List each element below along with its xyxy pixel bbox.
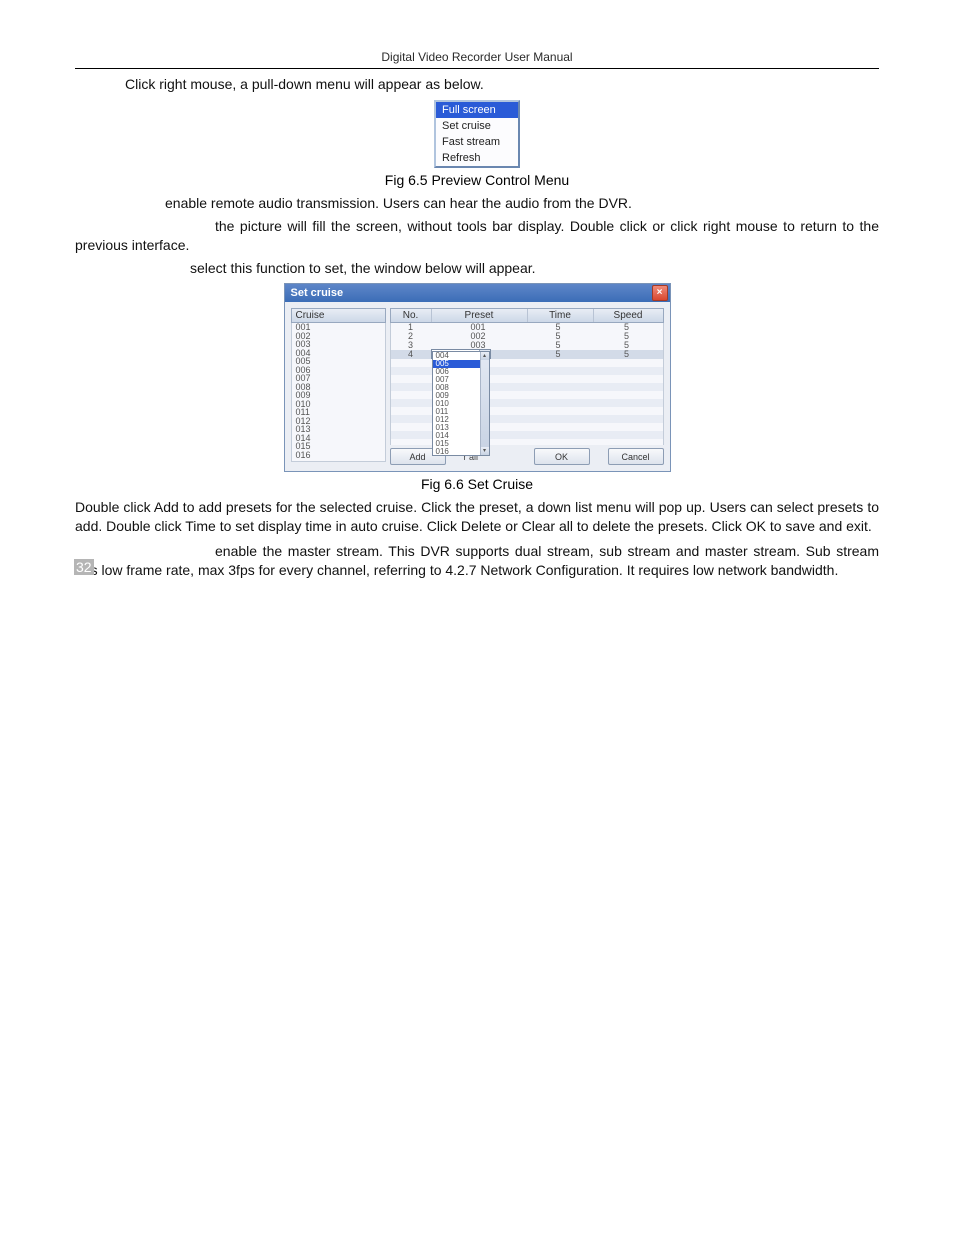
fig-6-6-wrap: Set cruise × Cruise 001 002 003 004 005 …	[75, 283, 879, 472]
header-rule	[75, 68, 879, 69]
menu-item-refresh[interactable]: Refresh	[436, 150, 518, 166]
para-audio: enable remote audio transmission. Users …	[75, 194, 879, 213]
col-header-preset: Preset	[432, 309, 528, 322]
menu-item-set-cruise[interactable]: Set cruise	[436, 118, 518, 134]
para-add-presets: Double click Add to add presets for the …	[75, 498, 879, 536]
dialog-title: Set cruise	[291, 287, 344, 299]
close-button[interactable]: ×	[652, 285, 668, 301]
page-number: 32	[74, 559, 94, 575]
col-header-time: Time	[528, 309, 594, 322]
table-row[interactable]: 1 001 5 5	[391, 323, 663, 332]
cancel-button[interactable]: Cancel	[608, 448, 664, 465]
page-header-title: Digital Video Recorder User Manual	[75, 50, 879, 64]
set-cruise-dialog: Set cruise × Cruise 001 002 003 004 005 …	[284, 283, 671, 472]
cell-time: 5	[526, 350, 591, 359]
fig-6-5-caption: Fig 6.5 Preview Control Menu	[75, 172, 879, 188]
para-stream-text: enable the master stream. This DVR suppo…	[75, 543, 879, 578]
dropdown-scrollbar[interactable]: ▴ ▾	[480, 352, 489, 455]
list-item[interactable]: 016	[292, 451, 385, 460]
page-container: Digital Video Recorder User Manual Click…	[0, 0, 954, 1235]
right-button-group: OK Cancel	[534, 448, 664, 465]
cell-no: 4	[391, 350, 431, 359]
close-icon: ×	[657, 288, 663, 298]
cruise-list[interactable]: 001 002 003 004 005 006 007 008 009 010 …	[291, 323, 386, 462]
para-master-stream: enable the master stream. This DVR suppo…	[75, 542, 879, 580]
cruise-column-header: Cruise	[291, 308, 386, 323]
para-select-function: select this function to set, the window …	[75, 259, 879, 278]
para-select-fn-text: select this function to set, the window …	[190, 260, 536, 276]
menu-item-fullscreen[interactable]: Full screen	[436, 102, 518, 118]
menu-item-fast-stream[interactable]: Fast stream	[436, 134, 518, 150]
scroll-down-icon[interactable]: ▾	[481, 447, 489, 455]
fig-6-6-caption: Fig 6.6 Set Cruise	[75, 476, 879, 492]
col-header-speed: Speed	[594, 309, 663, 322]
cell-speed: 5	[591, 350, 663, 359]
para-fullscreen: the picture will fill the screen, withou…	[75, 217, 879, 255]
table-row[interactable]: 2 002 5 5	[391, 332, 663, 341]
preset-dropdown-list[interactable]: 004 005 006 007 008 009 010 011 012 013 …	[432, 351, 490, 456]
dialog-titlebar: Set cruise ×	[285, 284, 670, 302]
ok-button[interactable]: OK	[534, 448, 590, 465]
para-fullscreen-text: the picture will fill the screen, withou…	[75, 218, 879, 253]
fig-6-5-wrap: Full screen Set cruise Fast stream Refre…	[75, 100, 879, 168]
intro-line: Click right mouse, a pull-down menu will…	[125, 75, 879, 94]
cruise-panel: Cruise 001 002 003 004 005 006 007 008 0…	[291, 308, 386, 465]
scroll-up-icon[interactable]: ▴	[481, 352, 489, 360]
dialog-body: Cruise 001 002 003 004 005 006 007 008 0…	[285, 302, 670, 471]
preset-grid-panel: No. Preset Time Speed 1 001 5 5 2	[390, 308, 664, 465]
col-header-no: No.	[391, 309, 432, 322]
context-menu[interactable]: Full screen Set cruise Fast stream Refre…	[434, 100, 520, 168]
grid-header: No. Preset Time Speed	[390, 308, 664, 323]
para-audio-text: enable remote audio transmission. Users …	[165, 195, 632, 211]
grid-body: 1 001 5 5 2 002 5 5 3	[390, 323, 664, 445]
